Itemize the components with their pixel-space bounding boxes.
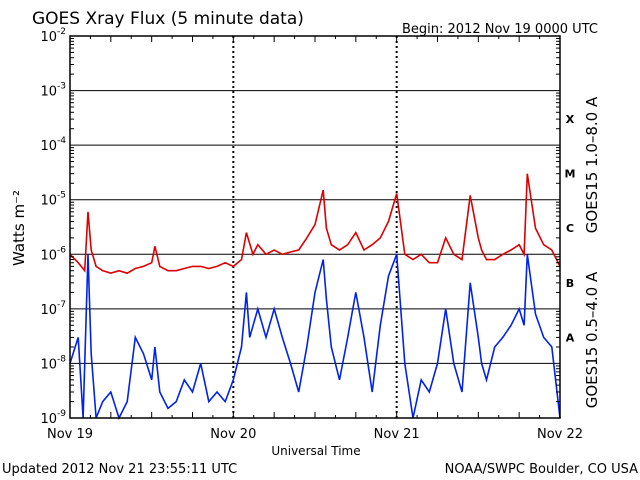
x-axis-label: Universal Time (271, 444, 360, 458)
flare-class-C: C (566, 222, 574, 235)
legend-series-short: GOES15 0.5–4.0 A (583, 271, 601, 408)
day-dividers (232, 36, 398, 418)
y-axis-label: Watts m⁻² (10, 190, 28, 266)
x-tick-label: Nov 22 (537, 427, 583, 442)
plot-frame (69, 35, 561, 419)
chart-title: GOES Xray Flux (5 minute data) (32, 9, 304, 29)
flare-class-M: M (565, 168, 576, 181)
flare-class-B: B (566, 277, 574, 290)
series-line-long (69, 173, 561, 275)
y-tick-label-1e-3: 10-3 (40, 82, 66, 100)
grid-lines (70, 90, 560, 364)
y-tick-label-1e-7: 10-7 (40, 300, 66, 318)
y-tick-label-1e-9: 10-9 (40, 409, 66, 427)
flare-class-X: X (566, 113, 575, 126)
legend-series-long: GOES15 1.0–8.0 A (583, 96, 601, 233)
updated-timestamp: Updated 2012 Nov 21 23:55:11 UTC (2, 462, 237, 477)
x-axis-ticks: Nov 19 Nov 20 Nov 21 Nov 22 (47, 36, 583, 442)
y-tick-label-1e-5: 10-5 (40, 191, 66, 209)
begin-time-label: Begin: 2012 Nov 19 0000 UTC (402, 22, 598, 37)
flare-class-labels: X M C B A (565, 113, 576, 344)
y-tick-label-1e-8: 10-8 (40, 354, 66, 372)
plot-border (69, 35, 561, 419)
x-tick-label: Nov 19 (47, 427, 93, 442)
x-tick-label: Nov 20 (210, 427, 256, 442)
y-tick-label-1e-2: 10-2 (40, 27, 66, 45)
credit-label: NOAA/SWPC Boulder, CO USA (445, 462, 638, 477)
y-tick-label-1e-4: 10-4 (40, 136, 66, 154)
data-series (69, 173, 561, 421)
y-tick-label-1e-6: 10-6 (40, 245, 66, 263)
flare-class-A: A (566, 331, 575, 344)
series-line-short (69, 254, 561, 421)
x-tick-label: Nov 21 (374, 427, 420, 442)
